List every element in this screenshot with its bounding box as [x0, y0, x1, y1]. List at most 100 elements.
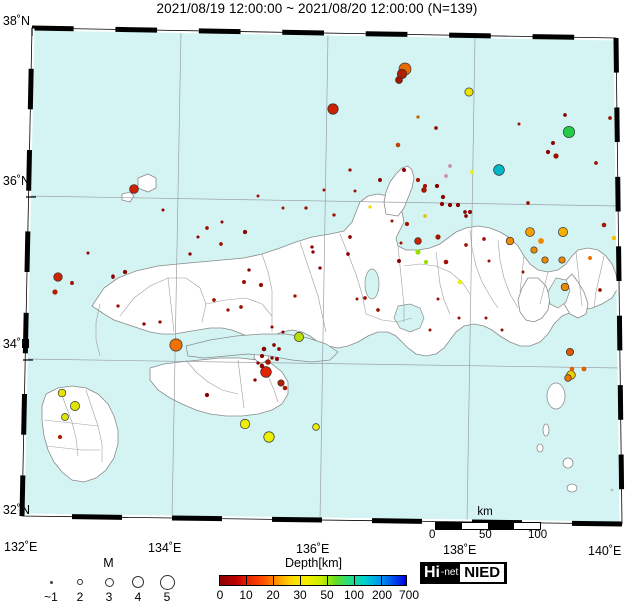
- earthquake-marker: [161, 208, 164, 211]
- earthquake-marker: [277, 347, 281, 351]
- scale-bar-ticks: 0 50 100: [425, 529, 549, 543]
- earthquake-marker: [247, 268, 250, 271]
- earthquake-marker: [563, 113, 567, 117]
- kozushima: [537, 444, 543, 452]
- earthquake-marker: [123, 270, 127, 274]
- earthquake-marker: [563, 126, 574, 137]
- mag-label-2: 2: [65, 590, 95, 604]
- earthquake-marker: [435, 184, 439, 188]
- mag-label-1: ~1: [36, 590, 66, 604]
- depth-tick-50: 50: [314, 588, 340, 602]
- earthquake-marker: [260, 354, 264, 358]
- page-title: 2021/08/19 12:00:00 ~ 2021/08/20 12:00:0…: [0, 1, 634, 16]
- lon-label-138e: 138˚E: [443, 543, 476, 557]
- earthquake-marker: [416, 115, 419, 118]
- mag-label-4: 4: [123, 590, 153, 604]
- earthquake-marker: [464, 243, 468, 247]
- earthquake-marker: [272, 343, 276, 347]
- earthquake-marker: [602, 223, 607, 228]
- depth-legend-title: Depth[km]: [216, 556, 411, 570]
- depth-tick-20: 20: [260, 588, 286, 602]
- earthquake-marker: [328, 104, 338, 114]
- depth-tick-0: 0: [208, 588, 232, 602]
- earthquake-marker: [376, 308, 380, 312]
- earthquake-marker: [256, 361, 259, 364]
- earthquake-marker: [424, 260, 428, 264]
- magnitude-symbol-5: [160, 575, 175, 590]
- earthquake-marker: [243, 230, 247, 234]
- earthquake-marker: [436, 297, 439, 300]
- earthquake-marker: [111, 274, 114, 277]
- earthquake-marker: [58, 389, 66, 397]
- earthquake-marker: [457, 316, 460, 319]
- earthquake-marker: [582, 367, 587, 372]
- earthquake-marker: [61, 413, 68, 420]
- logo-hi-text: Hi: [424, 565, 440, 581]
- hinet-nied-logo[interactable]: Hi -net NIED: [420, 562, 507, 584]
- earthquake-marker: [311, 250, 314, 253]
- earthquake-marker: [441, 195, 445, 199]
- magnitude-symbol-3: [105, 578, 114, 587]
- magnitude-symbol-row: [36, 573, 181, 591]
- magnitude-symbol-2: [77, 579, 83, 585]
- earthquake-marker: [278, 380, 284, 386]
- earthquake-marker: [259, 283, 263, 287]
- earthquake-marker: [444, 260, 449, 265]
- earthquake-marker: [348, 235, 352, 239]
- lon-label-132e: 132˚E: [4, 540, 37, 554]
- logo-net-text: -net: [440, 565, 460, 581]
- earthquake-marker: [521, 270, 524, 273]
- earthquake-marker: [363, 296, 367, 300]
- earthquake-marker: [212, 298, 216, 302]
- earthquake-marker: [310, 245, 313, 248]
- earthquake-marker: [260, 364, 265, 369]
- earthquake-marker: [612, 236, 617, 241]
- earthquake-marker: [444, 174, 448, 178]
- earthquake-marker: [318, 266, 321, 269]
- earthquake-marker: [470, 170, 474, 174]
- earthquake-marker: [565, 375, 572, 382]
- earthquake-marker: [598, 288, 602, 292]
- earthquake-marker: [275, 357, 279, 361]
- earthquake-marker: [205, 393, 209, 397]
- logo-nied-text: NIED: [460, 564, 504, 582]
- earthquake-marker: [448, 164, 452, 168]
- earthquake-marker: [281, 330, 284, 333]
- lat-label-38n: 38˚N: [0, 14, 30, 28]
- earthquake-marker: [205, 226, 209, 230]
- lat-label-34n: 34˚N: [0, 337, 30, 351]
- earthquake-marker: [378, 178, 382, 182]
- earthquake-marker: [368, 205, 371, 208]
- depth-colorbar-labels: 0 10 20 30 50 100 200 700: [216, 588, 411, 604]
- lon-label-140e: 140˚E: [588, 544, 621, 558]
- lat-label-32n: 32˚N: [0, 503, 30, 517]
- earthquake-marker: [517, 122, 520, 125]
- scale-unit-label: km: [425, 506, 545, 518]
- earthquake-marker: [464, 214, 468, 218]
- earthquake-marker: [240, 419, 250, 429]
- lon-label-136e: 136˚E: [296, 542, 329, 556]
- earthquake-marker: [588, 256, 592, 260]
- earthquake-marker: [594, 161, 598, 165]
- earthquake-marker: [226, 308, 229, 311]
- earthquake-marker: [402, 168, 406, 172]
- earthquake-marker: [253, 378, 256, 381]
- miyakejima: [563, 458, 573, 468]
- magnitude-legend: M ~1 2 3 4 5: [36, 556, 181, 604]
- earthquake-marker: [390, 219, 393, 222]
- earthquake-marker: [270, 356, 273, 359]
- earthquake-marker: [396, 143, 401, 148]
- hachijojima: [567, 484, 577, 492]
- lat-label-36n: 36˚N: [0, 174, 30, 188]
- izu-oshima: [547, 383, 565, 409]
- earthquake-marker: [558, 227, 567, 236]
- seismic-map[interactable]: km 0 50 100: [0, 16, 634, 536]
- earthquake-marker: [553, 153, 558, 158]
- earthquake-marker: [526, 201, 530, 205]
- scale-tick-100: 100: [528, 529, 547, 541]
- earthquake-marker: [608, 116, 612, 120]
- earthquake-marker: [353, 189, 356, 192]
- earthquake-marker: [346, 252, 350, 256]
- earthquake-marker: [415, 238, 422, 245]
- earthquake-marker: [313, 424, 320, 431]
